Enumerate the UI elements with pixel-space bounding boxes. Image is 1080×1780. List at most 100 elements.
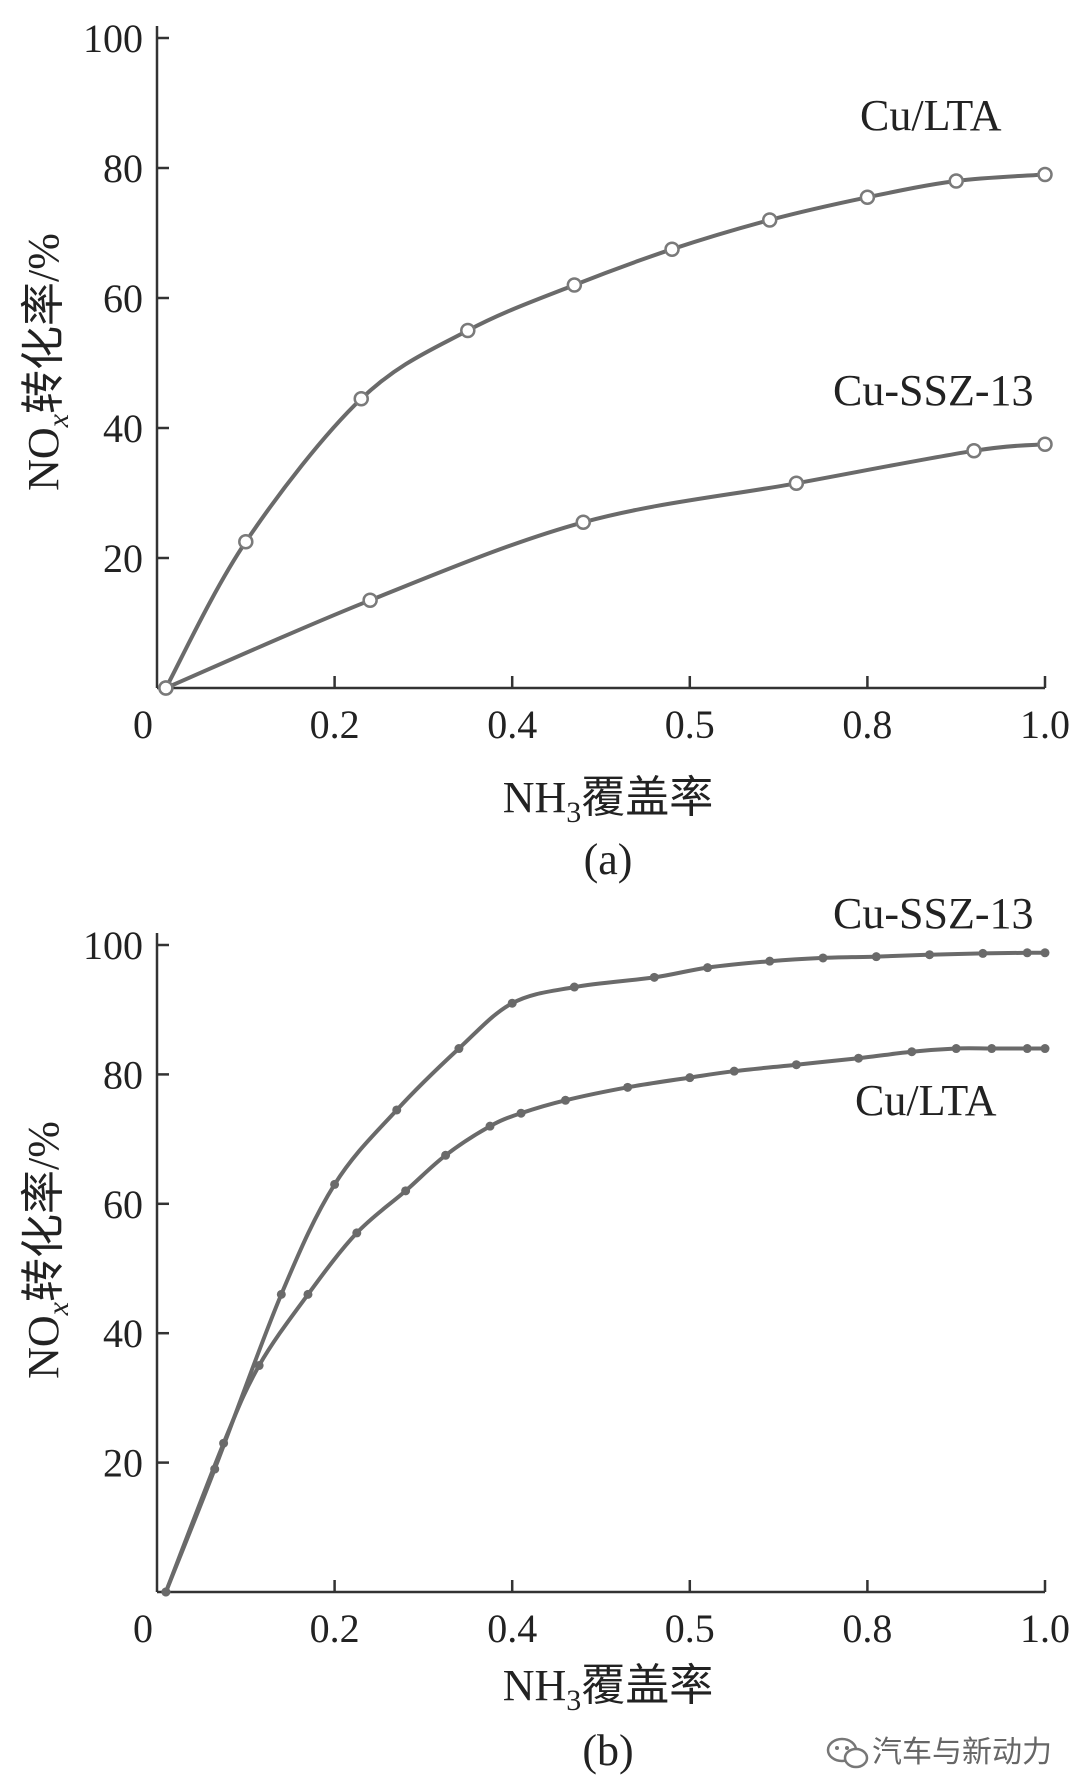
y-axis-label-rest: 转化率/% xyxy=(19,1121,68,1302)
y-axis-label-sub: x xyxy=(42,1301,75,1316)
data-point-cu-lta xyxy=(303,1289,313,1299)
data-point-cu-lta xyxy=(161,1587,171,1597)
panel-label-b: (b) xyxy=(582,1726,633,1775)
data-point-cu-lta xyxy=(791,1060,801,1070)
x-tick-label: 1.0 xyxy=(1020,1606,1070,1651)
x-tick-label: 0.4 xyxy=(487,702,537,747)
data-point-cu-ssz-13 xyxy=(507,998,517,1008)
x-axis-label-sub: 3 xyxy=(566,796,581,829)
data-point-cu-ssz-13 xyxy=(871,952,881,962)
data-point-cu-lta xyxy=(460,322,476,339)
y-axis-label-main: NO xyxy=(19,1315,68,1379)
x-tick-label: 0.2 xyxy=(310,702,360,747)
data-point-cu-lta xyxy=(353,391,369,407)
x-tick-label: 0.8 xyxy=(842,1606,892,1651)
y-tick-label: 40 xyxy=(103,1311,143,1356)
x-axis-label-main: NH xyxy=(503,1661,567,1710)
data-point-cu-lta xyxy=(401,1186,411,1196)
data-point-cu-lta xyxy=(854,1053,864,1063)
y-axis-label-a: NOx转化率/% xyxy=(19,233,75,491)
data-point-cu-ssz-13 xyxy=(966,443,982,459)
series-line-cu-ssz-13 xyxy=(163,442,1047,690)
x-axis-label-rest: 覆盖率 xyxy=(581,1661,713,1710)
data-point-cu-ssz-13 xyxy=(1037,436,1053,452)
x-axis-label-sub: 3 xyxy=(566,1684,581,1717)
data-point-cu-ssz-13 xyxy=(1040,948,1050,958)
x-tick-label: 0 xyxy=(133,1606,153,1651)
panel-label-a: (a) xyxy=(584,835,633,884)
watermark: 汽车与新动力 xyxy=(826,1735,1052,1770)
data-point-cu-ssz-13 xyxy=(330,1179,340,1189)
data-point-cu-lta xyxy=(485,1121,495,1131)
data-point-cu-lta xyxy=(987,1044,997,1054)
data-point-cu-ssz-13 xyxy=(392,1105,402,1115)
data-point-cu-lta xyxy=(352,1228,362,1238)
x-axis-label-b: NH3覆盖率 xyxy=(503,1661,714,1717)
data-point-cu-lta xyxy=(907,1047,917,1057)
data-point-cu-lta xyxy=(566,277,583,293)
data-point-cu-ssz-13 xyxy=(703,963,713,973)
data-point-cu-lta xyxy=(441,1150,451,1160)
series-label-cu-ssz-13-a: Cu-SSZ-13 xyxy=(833,366,1033,415)
x-tick-label: 0.2 xyxy=(310,1606,360,1651)
data-point-cu-lta xyxy=(685,1073,695,1083)
y-tick-label: 80 xyxy=(103,146,143,191)
data-point-cu-lta xyxy=(859,189,876,205)
data-point-cu-ssz-13 xyxy=(575,514,591,530)
y-tick-label: 20 xyxy=(103,1441,143,1486)
chart-panel-b: 20 40 60 80 100 0 0.2 0.4 0.5 0.8 1.0 Cu-SSZ-13 Cu… xyxy=(19,889,1070,1775)
series-label-cu-lta-b: Cu/LTA xyxy=(855,1076,997,1125)
data-point-cu-lta xyxy=(254,1361,264,1371)
series-line-cu-lta xyxy=(163,172,1047,690)
series-line-cu-lta xyxy=(163,1046,1047,1594)
y-tick-label: 60 xyxy=(103,276,143,321)
y-tick-label: 100 xyxy=(83,16,143,61)
data-point-cu-lta xyxy=(219,1438,229,1448)
data-point-cu-ssz-13 xyxy=(978,948,988,958)
data-point-cu-lta xyxy=(1022,1044,1032,1054)
data-point-cu-ssz-13 xyxy=(925,950,935,960)
data-point-cu-ssz-13 xyxy=(1022,948,1032,958)
x-axis-label-main: NH xyxy=(503,773,567,822)
data-point-cu-lta xyxy=(1040,1044,1050,1054)
x-axis-label-rest: 覆盖率 xyxy=(581,773,713,822)
data-point-cu-lta xyxy=(623,1082,633,1092)
y-tick-label: 40 xyxy=(103,406,143,451)
data-point-cu-lta xyxy=(729,1066,739,1076)
x-axis-label-a: NH3覆盖率 xyxy=(503,773,714,829)
y-axis-label-sub: x xyxy=(42,413,75,428)
data-point-cu-ssz-13 xyxy=(454,1044,464,1054)
x-tick-label: 0.5 xyxy=(665,1606,715,1651)
y-tick-label: 100 xyxy=(83,923,143,968)
wechat-icon xyxy=(826,1737,869,1769)
x-tick-label: 0.5 xyxy=(665,702,715,747)
data-point-cu-ssz-13 xyxy=(649,972,659,982)
data-point-cu-lta xyxy=(951,1044,961,1054)
data-point-cu-lta xyxy=(560,1095,570,1105)
chart-panel-a: 20 40 60 80 100 0 0.2 0.4 0.5 0.8 1.0 Cu/LTA Cu-SS… xyxy=(19,16,1070,884)
data-point-cu-lta xyxy=(664,241,680,257)
data-point-cu-ssz-13 xyxy=(788,475,805,491)
y-axis-label-b: NOx转化率/% xyxy=(19,1121,75,1379)
y-tick-label: 80 xyxy=(103,1052,143,1097)
data-point-cu-lta xyxy=(516,1108,526,1118)
data-point-cu-ssz-13 xyxy=(818,953,828,963)
x-tick-label: 0.4 xyxy=(487,1606,537,1651)
series-label-cu-lta-a: Cu/LTA xyxy=(860,91,1002,140)
x-tick-label: 1.0 xyxy=(1020,702,1070,747)
y-tick-label: 20 xyxy=(103,536,143,581)
series-label-cu-ssz-13-b: Cu-SSZ-13 xyxy=(833,889,1033,938)
data-point-cu-lta xyxy=(238,534,254,550)
x-tick-label: 0 xyxy=(133,702,153,747)
y-axis-label-rest: 转化率/% xyxy=(19,233,68,414)
data-point-cu-lta xyxy=(761,212,778,228)
data-point-cu-ssz-13 xyxy=(362,592,378,608)
data-point-cu-lta xyxy=(1037,166,1053,183)
x-tick-label: 0.8 xyxy=(842,702,892,747)
data-point-cu-ssz-13 xyxy=(569,982,579,992)
data-point-cu-ssz-13 xyxy=(158,680,174,696)
data-point-cu-lta xyxy=(948,173,964,189)
watermark-text: 汽车与新动力 xyxy=(872,1735,1052,1770)
data-point-cu-ssz-13 xyxy=(276,1289,286,1299)
